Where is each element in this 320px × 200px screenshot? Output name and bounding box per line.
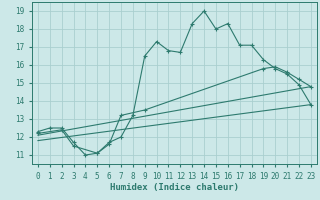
- X-axis label: Humidex (Indice chaleur): Humidex (Indice chaleur): [110, 183, 239, 192]
